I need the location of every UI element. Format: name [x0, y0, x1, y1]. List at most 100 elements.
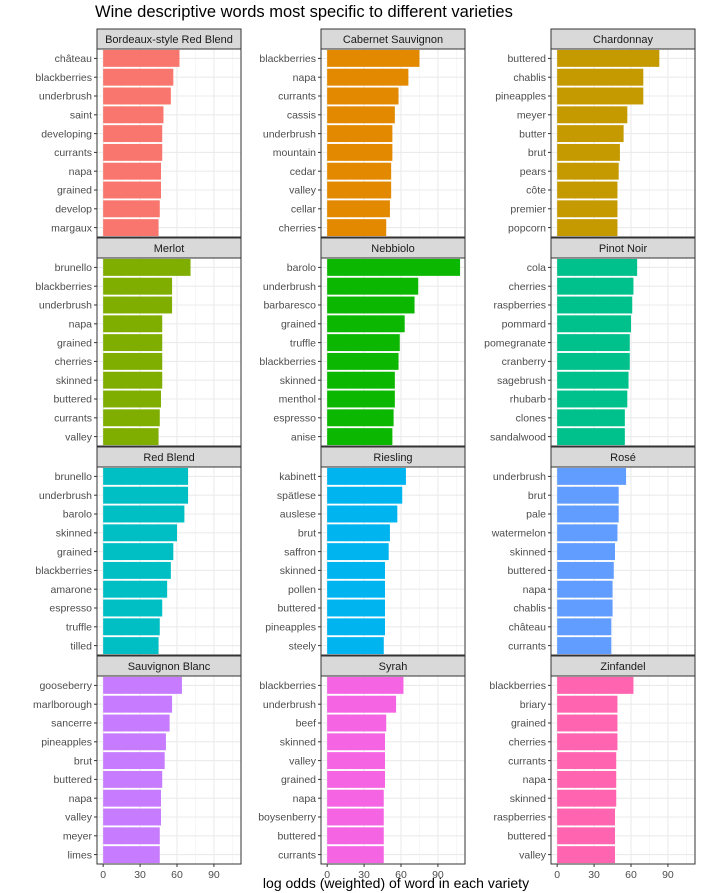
category-label: currants — [508, 755, 546, 767]
category-label: buttered — [53, 394, 92, 406]
bar — [327, 409, 394, 427]
category-label: napa — [293, 793, 317, 805]
category-label: valley — [65, 431, 93, 443]
category-label: currants — [278, 91, 316, 103]
bar — [103, 87, 171, 105]
category-label: château — [55, 53, 93, 65]
bar — [103, 334, 163, 352]
category-label: saffron — [284, 546, 316, 558]
x-tick-label: 90 — [432, 869, 444, 881]
bar — [327, 258, 461, 276]
x-tick-label: 30 — [134, 869, 146, 881]
bar — [557, 87, 644, 105]
bar — [327, 580, 385, 598]
bar — [327, 106, 395, 124]
category-label: tilled — [70, 640, 92, 652]
category-label: buttered — [507, 565, 546, 577]
bar — [103, 371, 163, 389]
bar — [327, 676, 404, 694]
bar — [327, 599, 385, 617]
bar — [557, 524, 618, 542]
bar — [557, 561, 614, 579]
bar — [103, 770, 163, 788]
panel-border — [96, 48, 242, 238]
facet-strip-label: Syrah — [379, 661, 408, 673]
bar — [557, 162, 619, 180]
category-label: napa — [69, 793, 93, 805]
category-label: blackberries — [259, 680, 316, 692]
category-label: chablis — [513, 72, 546, 84]
panel-border — [96, 466, 242, 656]
facet-strip-label: Red Blend — [143, 452, 194, 464]
bar — [557, 181, 618, 199]
category-label: buttered — [53, 774, 92, 786]
bar — [557, 315, 631, 333]
x-tick-label: 60 — [171, 869, 183, 881]
category-label: currants — [508, 640, 546, 652]
category-label: underbrush — [263, 281, 316, 293]
bar — [103, 409, 160, 427]
bar — [557, 637, 612, 655]
category-label: grained — [281, 319, 316, 331]
category-label: brut — [74, 755, 92, 767]
bar — [557, 714, 618, 732]
category-label: skinned — [510, 793, 546, 805]
panel-border — [96, 675, 242, 865]
category-label: cherries — [509, 281, 546, 293]
bar — [327, 352, 399, 370]
category-label: limes — [67, 849, 92, 861]
bar — [103, 467, 189, 485]
bar — [327, 296, 415, 314]
category-label: auslese — [280, 509, 316, 521]
category-label: barolo — [287, 262, 316, 274]
facet-panel: Merlot brunello blackberries underbrush napa… — [35, 237, 242, 463]
category-label: sancerre — [51, 718, 92, 730]
category-label: beef — [296, 718, 317, 730]
bar — [103, 219, 159, 237]
bar — [557, 486, 619, 504]
category-label: valley — [289, 755, 317, 767]
category-label: blackberries — [259, 53, 316, 65]
bar — [327, 789, 384, 807]
bar — [327, 733, 385, 751]
bar — [327, 505, 398, 523]
category-label: grained — [281, 774, 316, 786]
bar — [103, 68, 174, 86]
category-label: napa — [523, 774, 547, 786]
panel-border — [550, 48, 696, 238]
category-label: côte — [526, 185, 546, 197]
category-label: steely — [289, 640, 317, 652]
bar — [557, 505, 619, 523]
x-tick-label: 90 — [662, 869, 674, 881]
bar — [103, 752, 165, 770]
bar — [103, 789, 161, 807]
bar — [557, 618, 612, 636]
category-label: butter — [519, 128, 546, 140]
bar — [557, 106, 628, 124]
category-label: napa — [69, 166, 93, 178]
facet-panel: Syrah blackberries underbrush beef skinned va… — [258, 655, 466, 881]
bar — [103, 390, 161, 408]
bar — [327, 277, 419, 295]
bar — [103, 296, 173, 314]
category-label: pineapples — [495, 91, 546, 103]
category-label: barbaresco — [263, 300, 316, 312]
category-label: sandalwood — [490, 431, 546, 443]
bar — [557, 428, 625, 446]
category-label: brunello — [55, 262, 93, 274]
category-label: valley — [65, 812, 93, 824]
category-label: grained — [57, 546, 92, 558]
bar — [327, 695, 397, 713]
facet-panel: Red Blend brunello underbrush barolo skinned… — [35, 446, 242, 672]
bar — [557, 580, 613, 598]
bar — [327, 618, 385, 636]
category-label: underbrush — [39, 490, 92, 502]
bar — [557, 543, 615, 561]
category-label: premier — [510, 204, 546, 216]
category-label: brut — [528, 490, 546, 502]
bar — [327, 524, 390, 542]
category-label: blackberries — [35, 72, 92, 84]
category-label: buttered — [277, 603, 316, 615]
bar — [557, 352, 630, 370]
